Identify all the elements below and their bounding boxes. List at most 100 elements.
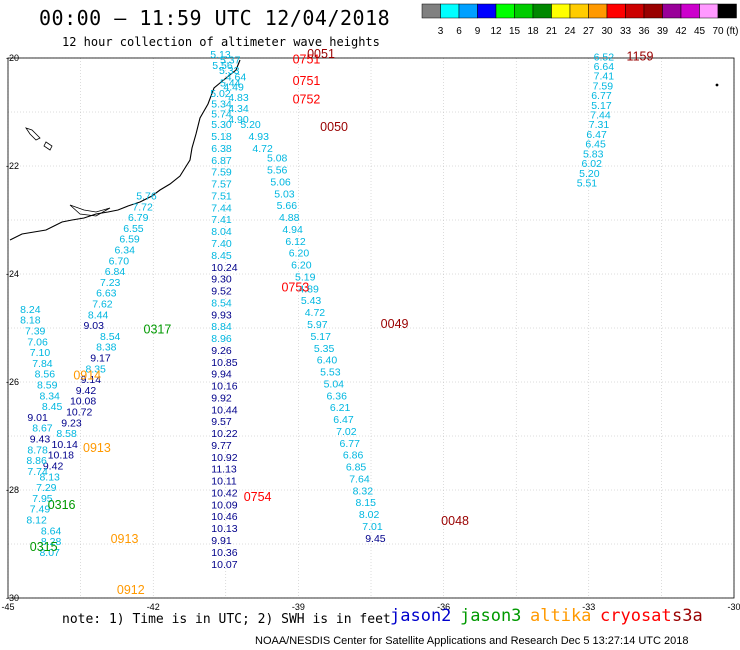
plot-title: 00:00 – 11:59 UTC 12/04/2018 [39,6,391,30]
swh-value: 9.43 [30,433,51,445]
swh-value: 7.10 [30,347,51,359]
swh-value: 7.40 [211,238,232,250]
swh-value: 8.45 [211,250,232,262]
legend-tick: 6 [456,26,462,37]
lon-tick-label: -42 [147,602,160,612]
swh-value: 9.42 [43,460,64,472]
swh-value: 9.14 [81,374,102,386]
swh-value: 8.35 [85,363,106,375]
swh-value: 10.08 [70,396,96,408]
swh-value: 10.42 [211,487,237,499]
swh-value: 6.64 [594,61,615,73]
satellite-label-s3a: s3a [672,606,703,626]
swh-value: 8.18 [20,315,41,327]
swh-value: 5.56 [267,165,288,177]
swh-value: 8.58 [56,428,77,440]
swh-value: 5.34 [211,99,232,111]
swh-value: 6.34 [114,244,135,256]
color-legend: 3 6 9 12 15 18 21 24 27 30 33 36 39 42 45 70 (ft) [421,3,739,37]
swh-value: 6.45 [585,139,606,151]
swh-value: 5.53 [320,367,341,379]
lat-tick-label: -22 [6,161,19,171]
swh-value: 5.35 [314,343,335,355]
swh-value: 6.52 [594,52,615,64]
pass-times: 0752 0751 0751 0753 0754 0051 0050 0049 0048 1159… [30,47,654,597]
swh-value: 4.89 [298,283,319,295]
pass-time-label: 0751 [293,74,321,88]
pass-time-label: 0752 [293,92,321,106]
island-dot [715,83,719,87]
legend-tick: 45 [694,26,706,37]
swh-value: 8.13 [39,471,60,483]
swh-value: 4.93 [249,131,270,143]
swh-value: 10.46 [211,511,237,523]
legend-tick: 18 [527,26,539,37]
swh-value: 10.72 [66,406,92,418]
axis-labels: -20-22-24-26-28-30-45 -42 -39 -36 -33 -30 [1,53,740,612]
swh-value: 6.47 [333,414,354,426]
swh-value: 9.92 [211,392,232,404]
swh-value: 6.20 [291,260,312,272]
swh-value: 9.77 [211,440,232,452]
swh-value: 6.55 [123,223,144,235]
swh-value: 7.44 [590,109,611,121]
swh-value: 5.83 [583,148,604,160]
swh-value: 5.37 [220,54,241,66]
swh-value: 9.94 [211,369,232,381]
pass-time-label: 1159 [627,50,654,64]
swh-value: 7.06 [27,336,48,348]
swh-value: 10.92 [211,452,237,464]
swh-value: 6.36 [326,390,347,402]
swh-value: 7.72 [132,201,153,213]
swh-value: 8.04 [211,226,232,238]
legend-tick: 27 [583,26,595,37]
swh-value: 8.28 [41,536,62,548]
coastline-path [9,59,241,241]
swh-value: 6.02 [582,158,603,170]
swh-value: 6.86 [343,450,364,462]
swh-value: 5.66 [277,200,298,212]
lat-tick-label: -20 [6,53,19,63]
satellite-label-jason2: jason2 [390,606,452,626]
swh-value: 6.84 [105,266,126,278]
swh-value: 7.59 [593,80,614,92]
swh-value: 5.44 [220,78,241,90]
swh-value: 8.15 [356,497,377,509]
legend-tick: 3 [438,26,444,37]
swh-value: 4.64 [226,72,247,84]
swh-value: 8.12 [26,514,47,526]
pass-time-label: 0315 [30,540,58,554]
swh-value: 5.33 [219,65,240,77]
swh-value: 9.93 [211,309,232,321]
swh-value: 5.76 [136,190,157,202]
swh-value: 8.64 [41,525,62,537]
swh-value: 7.31 [589,119,610,131]
swh-value: 4.72 [305,307,326,319]
swh-value: 10.24 [211,262,237,274]
swh-value: 7.44 [211,202,232,214]
pass-time-label: 0913 [111,532,139,546]
swh-value: 7.02 [336,426,357,438]
swh-value: 5.56 [212,60,233,72]
swh-value: 10.11 [211,476,237,488]
swh-value: 8.44 [88,309,109,321]
lon-tick-label: -36 [437,602,450,612]
swh-value: 7.62 [92,298,113,310]
swh-value: 9.30 [211,274,232,286]
swh-value: 11.13 [211,464,237,476]
swh-value: 9.17 [90,352,111,364]
swh-value: 5.74 [211,108,232,120]
swh-value: 10.44 [211,404,237,416]
swh-value: 5.13 [210,49,231,61]
swh-value: 10.85 [211,357,237,369]
swh-value: 8.54 [100,331,121,343]
swh-value: 6.77 [340,438,361,450]
swh-value: 7.84 [32,358,53,370]
swh-value: 8.67 [32,423,53,435]
swh-value: 7.01 [362,521,383,533]
swh-value: 8.59 [37,379,58,391]
swh-value: 9.23 [61,417,82,429]
swh-value: 6.20 [289,248,310,260]
swh-value: 5.04 [324,378,345,390]
swh-value: 7.57 [211,179,232,191]
